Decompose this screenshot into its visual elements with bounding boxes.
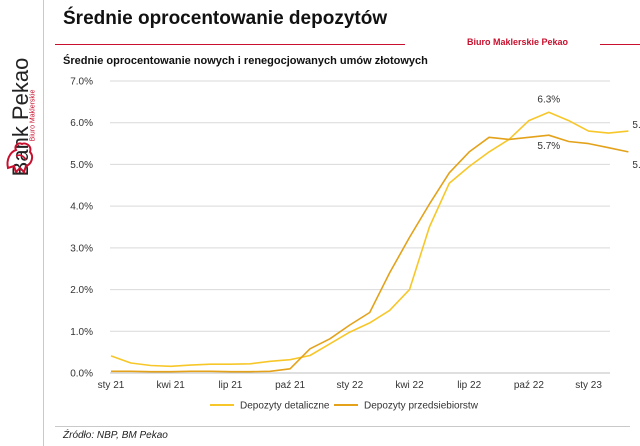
data-labels: 6.3% 5.7% 5.8% 5.3% <box>537 94 640 171</box>
gridlines <box>110 80 610 374</box>
legend-label: Depozyty przedsiebiorstw <box>364 401 479 412</box>
series-line-0 <box>110 111 629 368</box>
x-tick-label: sty 23 <box>575 380 602 391</box>
y-tick-label: 6.0% <box>70 118 93 129</box>
sidebar: Bank Pekao Biuro Maklerskie <box>0 0 44 446</box>
y-tick-label: 0.0% <box>70 369 93 380</box>
legend-label: Depozyty detaliczne <box>240 401 330 412</box>
series-lines <box>110 111 629 373</box>
header-brand: Biuro Maklerskie Pekao <box>467 37 569 47</box>
x-tick-label: paź 22 <box>514 380 544 391</box>
x-tick-label: kwi 22 <box>395 380 424 391</box>
source-note: Źródło: NBP, BM Pekao <box>63 430 168 441</box>
header-rule-right <box>600 44 640 45</box>
page-title: Średnie oprocentowanie depozytów <box>63 8 388 29</box>
y-tick-label: 1.0% <box>70 327 93 338</box>
data-label: 5.8% <box>632 120 640 131</box>
series-line-1 <box>111 134 629 373</box>
x-tick-label: kwi 21 <box>157 380 186 391</box>
x-tick-label: lip 22 <box>457 380 481 391</box>
y-axis-ticks: 0.0% 1.0% 2.0% 3.0% 4.0% 5.0% 6.0% 7.0% <box>70 77 93 380</box>
x-axis-ticks: sty 21 kwi 21 lip 21 paź 21 sty 22 kwi 22 lip … <box>98 380 603 391</box>
pekao-bison-logo-icon <box>6 142 34 174</box>
data-label: 5.3% <box>632 160 640 171</box>
legend: Depozyty detaliczne Depozyty przedsiebior… <box>210 401 479 412</box>
x-tick-label: sty 21 <box>98 380 125 391</box>
chart-title: Średnie oprocentowanie nowych i renegocj… <box>63 55 428 67</box>
x-tick-label: paź 21 <box>275 380 305 391</box>
y-tick-label: 4.0% <box>70 202 93 213</box>
x-tick-label: lip 21 <box>218 380 242 391</box>
data-label: 6.3% <box>537 94 560 105</box>
x-tick-label: sty 22 <box>336 380 363 391</box>
y-tick-label: 2.0% <box>70 285 93 296</box>
footer-rule <box>55 426 630 427</box>
y-tick-label: 5.0% <box>70 160 93 171</box>
header-rule-left <box>55 44 405 45</box>
sidebar-divider <box>43 0 44 446</box>
y-tick-label: 7.0% <box>70 77 93 88</box>
data-label: 5.7% <box>537 141 560 152</box>
y-tick-label: 3.0% <box>70 243 93 254</box>
line-chart: 0.0% 1.0% 2.0% 3.0% 4.0% 5.0% 6.0% 7.0% sty 21 k… <box>70 77 640 412</box>
